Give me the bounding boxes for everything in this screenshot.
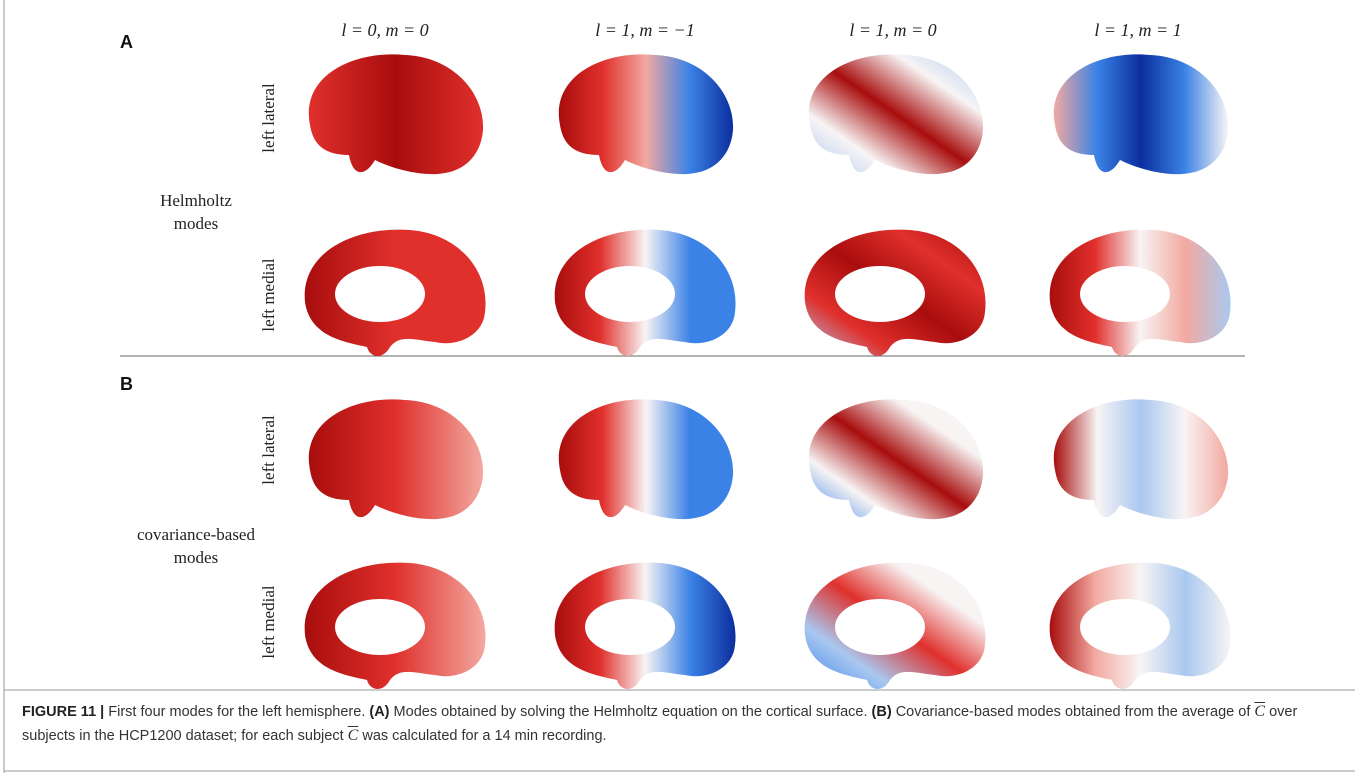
column-header: l = 1, m = 1 bbox=[1094, 20, 1181, 40]
caption-label: (B) bbox=[871, 704, 892, 720]
brain-surface bbox=[1053, 399, 1229, 520]
caption-text: was calculated for a 14 min recording. bbox=[362, 728, 607, 744]
group-label: covariance-based bbox=[137, 525, 255, 544]
column-header: l = 1, m = −1 bbox=[595, 20, 694, 40]
brain-surface bbox=[558, 54, 734, 175]
caption-text: Covariance-based modes obtained from the… bbox=[895, 704, 1251, 720]
caption-text: over subjects in the HCP1200 dataset; fo… bbox=[22, 704, 1298, 744]
symbol: C bbox=[347, 727, 359, 744]
caption: FIGURE 11 | First four modes for the lef… bbox=[22, 700, 1342, 748]
group-label: modes bbox=[174, 214, 218, 233]
brain-surface bbox=[554, 562, 736, 690]
brain-surface bbox=[1049, 229, 1231, 357]
brain-surface bbox=[804, 229, 986, 357]
group-label: Helmholtz bbox=[160, 191, 232, 210]
caption-text: Modes obtained by solving the Helmholtz … bbox=[393, 704, 868, 720]
brain-surface bbox=[558, 399, 734, 520]
row-label: left medial bbox=[259, 585, 278, 658]
panel-label: B bbox=[120, 374, 133, 394]
row-label: left lateral bbox=[259, 415, 278, 485]
brain-surface bbox=[304, 229, 486, 357]
column-header: l = 1, m = 0 bbox=[849, 20, 936, 40]
caption-label: (A) bbox=[369, 704, 390, 720]
brain-surface bbox=[308, 54, 484, 175]
column-header: l = 0, m = 0 bbox=[341, 20, 428, 40]
brain-surface bbox=[554, 229, 736, 357]
row-label: left lateral bbox=[259, 83, 278, 153]
brain-surface bbox=[1053, 54, 1229, 175]
row-label: left medial bbox=[259, 258, 278, 331]
symbol: C bbox=[1254, 703, 1266, 720]
brain-surface bbox=[304, 562, 486, 690]
group-label: modes bbox=[174, 548, 218, 567]
caption-text: First four modes for the left hemisphere… bbox=[108, 704, 366, 720]
figure-label: FIGURE 11 | bbox=[22, 704, 105, 720]
brain-surface bbox=[808, 54, 984, 175]
brain-surface bbox=[804, 562, 986, 690]
brain-panels bbox=[304, 54, 1231, 690]
panel-label: A bbox=[120, 32, 133, 52]
brain-surface bbox=[808, 399, 984, 520]
brain-surface bbox=[308, 399, 484, 520]
brain-surface bbox=[1049, 562, 1231, 690]
